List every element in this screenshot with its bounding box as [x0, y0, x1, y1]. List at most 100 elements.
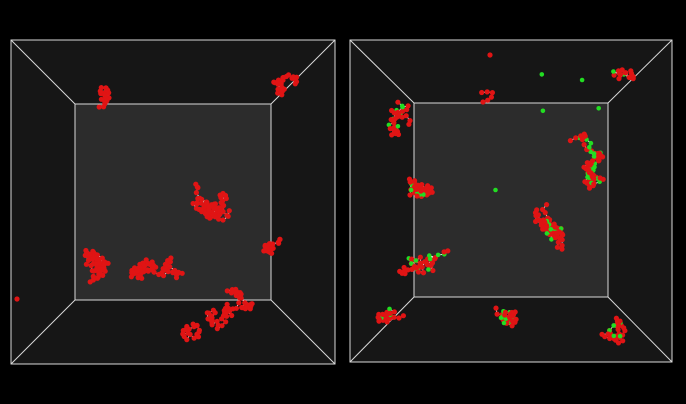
red-bead: [544, 202, 550, 208]
green-bead: [585, 174, 590, 180]
cluster-left-lower-cluster: [397, 248, 451, 277]
cluster-right-upper-network: [567, 131, 606, 191]
red-bead: [278, 80, 284, 87]
red-bead: [275, 86, 281, 92]
red-bead: [567, 138, 574, 144]
red-bead: [269, 246, 275, 252]
red-bead: [209, 318, 215, 324]
red-bead: [186, 326, 192, 332]
red-bead: [221, 202, 227, 209]
red-bead: [264, 244, 270, 250]
right-box-edge-top-right: [607, 39, 673, 104]
red-bead: [616, 71, 623, 77]
red-bead: [596, 158, 602, 164]
green-bead: [587, 145, 592, 150]
red-bead: [224, 301, 230, 307]
red-bead: [387, 310, 393, 316]
red-bead: [414, 265, 420, 271]
red-bead: [167, 259, 173, 265]
green-bead: [611, 333, 617, 339]
red-bead: [502, 312, 508, 318]
cluster-bottom-left-chain: [180, 321, 202, 343]
red-bead: [148, 266, 155, 272]
red-bead: [229, 312, 235, 319]
red-bead: [428, 185, 434, 191]
red-bead: [280, 75, 286, 81]
red-bead: [626, 74, 632, 80]
red-bead: [101, 265, 107, 271]
red-bead: [242, 300, 248, 306]
red-bead: [237, 290, 243, 296]
red-bead: [376, 316, 383, 323]
red-bead: [219, 323, 225, 329]
red-bead: [533, 213, 539, 219]
red-bead: [534, 207, 540, 213]
green-bead: [421, 192, 426, 197]
red-bead: [226, 308, 233, 314]
red-bead: [96, 257, 102, 263]
red-bead: [401, 264, 407, 271]
red-bead: [83, 261, 89, 267]
cluster-bottom-right-cluster: [599, 315, 628, 346]
red-bead: [145, 267, 151, 273]
red-bead: [556, 229, 562, 235]
red-bead: [418, 185, 425, 191]
green-bead: [617, 333, 623, 339]
red-bead: [223, 319, 229, 325]
cluster-stray-green-beads: [493, 72, 601, 193]
red-bead: [173, 275, 180, 281]
red-bead: [191, 335, 197, 341]
cluster-bottom-right-network: [204, 286, 255, 332]
red-bead: [441, 249, 447, 255]
red-bead: [533, 218, 539, 225]
red-bead: [376, 311, 382, 317]
red-bead: [222, 192, 229, 199]
green-bead: [591, 154, 597, 159]
red-bead: [194, 200, 200, 206]
cluster-right-middle-chain: [261, 236, 283, 256]
red-bead: [206, 310, 212, 316]
cluster-left-cluster: [82, 247, 111, 285]
left-panel: [10, 39, 336, 365]
red-bead: [620, 338, 626, 344]
red-bead: [229, 289, 235, 295]
cluster-left-middle-cluster: [406, 176, 435, 199]
red-bead: [616, 76, 622, 82]
red-bead: [14, 296, 20, 302]
cluster-upper-center-network: [190, 181, 232, 223]
red-bead: [605, 331, 611, 337]
red-bead: [140, 260, 146, 266]
left-box-edge-bottom-right: [270, 299, 336, 365]
red-bead: [96, 260, 102, 266]
red-bead: [540, 206, 546, 213]
green-bead: [435, 252, 441, 258]
red-bead: [399, 108, 406, 114]
red-bead: [96, 104, 102, 110]
red-bead: [202, 210, 208, 217]
red-bead: [611, 72, 617, 78]
red-bead: [193, 190, 199, 196]
red-bead: [277, 236, 283, 242]
red-bead: [560, 232, 566, 238]
red-bead: [224, 288, 230, 294]
red-bead: [224, 212, 230, 218]
red-bead: [85, 257, 92, 263]
left-panel-particles: [14, 72, 300, 343]
red-bead: [206, 204, 213, 210]
green-bead: [409, 261, 414, 266]
red-bead: [236, 300, 242, 306]
red-bead: [579, 136, 585, 143]
red-bead: [389, 132, 395, 138]
red-bead: [617, 318, 623, 324]
red-bead: [391, 110, 397, 116]
red-bead: [414, 186, 420, 192]
red-bead: [488, 94, 494, 100]
red-bead: [391, 309, 397, 315]
green-bead: [387, 306, 392, 312]
cluster-top-right-chain: [611, 67, 636, 82]
red-bead: [391, 314, 397, 320]
red-bead: [239, 305, 246, 311]
red-bead: [403, 113, 409, 119]
green-bead: [611, 69, 616, 74]
